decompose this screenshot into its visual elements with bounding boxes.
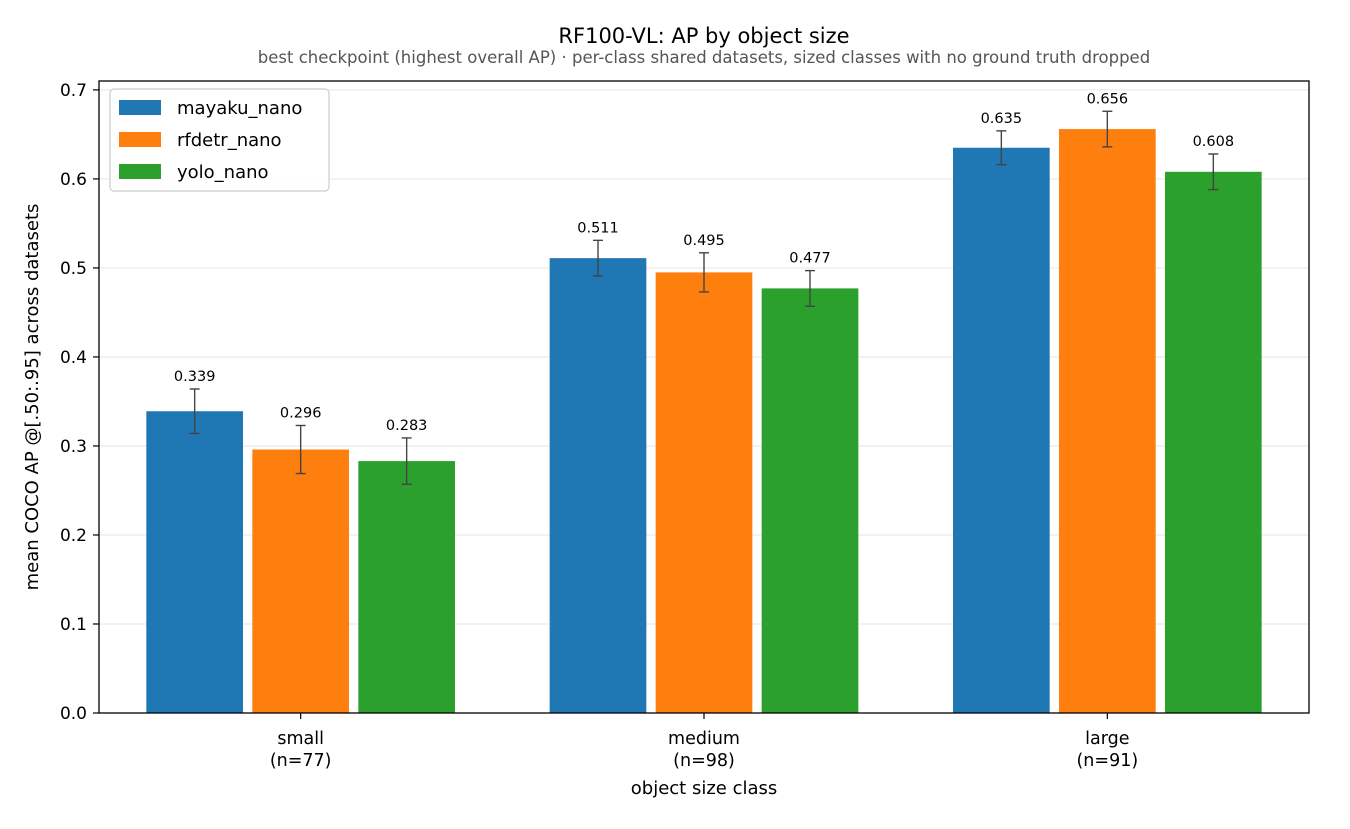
legend-label-rfdetr_nano: rfdetr_nano [177, 130, 282, 151]
x-tick-count: (n=91) [1076, 751, 1138, 771]
x-tick-label: large [1085, 729, 1129, 749]
legend-label-yolo_nano: yolo_nano [177, 162, 269, 183]
y-tick-label: 0.0 [60, 704, 87, 724]
y-tick-label: 0.3 [60, 437, 87, 457]
bar-yolo_nano-small [358, 461, 456, 713]
y-axis: 0.0 0.1 0.2 0.3 0.4 0.5 0.6 0.7 [60, 81, 99, 724]
bar-rfdetr_nano-small [252, 449, 350, 713]
chart-subtitle: best checkpoint (highest overall AP) · p… [258, 48, 1150, 67]
data-label: 0.608 [1193, 134, 1235, 150]
data-label: 0.339 [174, 369, 216, 385]
data-label: 0.511 [577, 220, 619, 236]
y-tick-label: 0.7 [60, 81, 87, 101]
bar-mayaku_nano-medium [549, 258, 647, 713]
bars [146, 129, 1262, 713]
legend-swatch-mayaku_nano [119, 100, 161, 115]
y-tick-label: 0.1 [60, 615, 87, 635]
x-tick-label: medium [668, 729, 740, 749]
y-tick-label: 0.4 [60, 348, 87, 368]
bar-mayaku_nano-small [146, 411, 244, 713]
y-tick-label: 0.5 [60, 259, 87, 279]
x-axis-label: object size class [631, 778, 778, 799]
error-bars [189, 110, 1219, 485]
chart-title: RF100-VL: AP by object size [558, 24, 849, 48]
value-labels: 0.339 0.296 0.283 0.511 0.495 0.477 0.635 0.656… [174, 91, 1234, 434]
bar-yolo_nano-large [1164, 171, 1262, 713]
bar-mayaku_nano-large [952, 147, 1050, 713]
bar-rfdetr_nano-large [1058, 129, 1156, 713]
data-label: 0.296 [280, 405, 322, 421]
y-tick-label: 0.6 [60, 170, 87, 190]
data-label: 0.656 [1087, 91, 1129, 107]
x-axis: small(n=77) medium(n=98) large(n=91) [270, 713, 1138, 771]
data-label: 0.283 [386, 418, 428, 434]
data-label: 0.635 [981, 111, 1023, 127]
x-tick-count: (n=77) [270, 751, 332, 771]
x-tick-count: (n=98) [673, 751, 735, 771]
legend-label-mayaku_nano: mayaku_nano [177, 98, 302, 119]
bar-yolo_nano-medium [761, 288, 859, 713]
legend-box [109, 88, 330, 192]
bar-rfdetr_nano-medium [655, 272, 753, 713]
data-label: 0.495 [683, 233, 725, 249]
data-label: 0.477 [789, 251, 831, 267]
legend: mayaku_nano rfdetr_nano yolo_nano [109, 88, 330, 192]
legend-swatch-yolo_nano [119, 164, 161, 179]
x-tick-label: small [277, 729, 324, 749]
legend-swatch-rfdetr_nano [119, 132, 161, 147]
y-axis-label: mean COCO AP @[.50:.95] across datasets [22, 204, 43, 591]
y-tick-label: 0.2 [60, 526, 87, 546]
